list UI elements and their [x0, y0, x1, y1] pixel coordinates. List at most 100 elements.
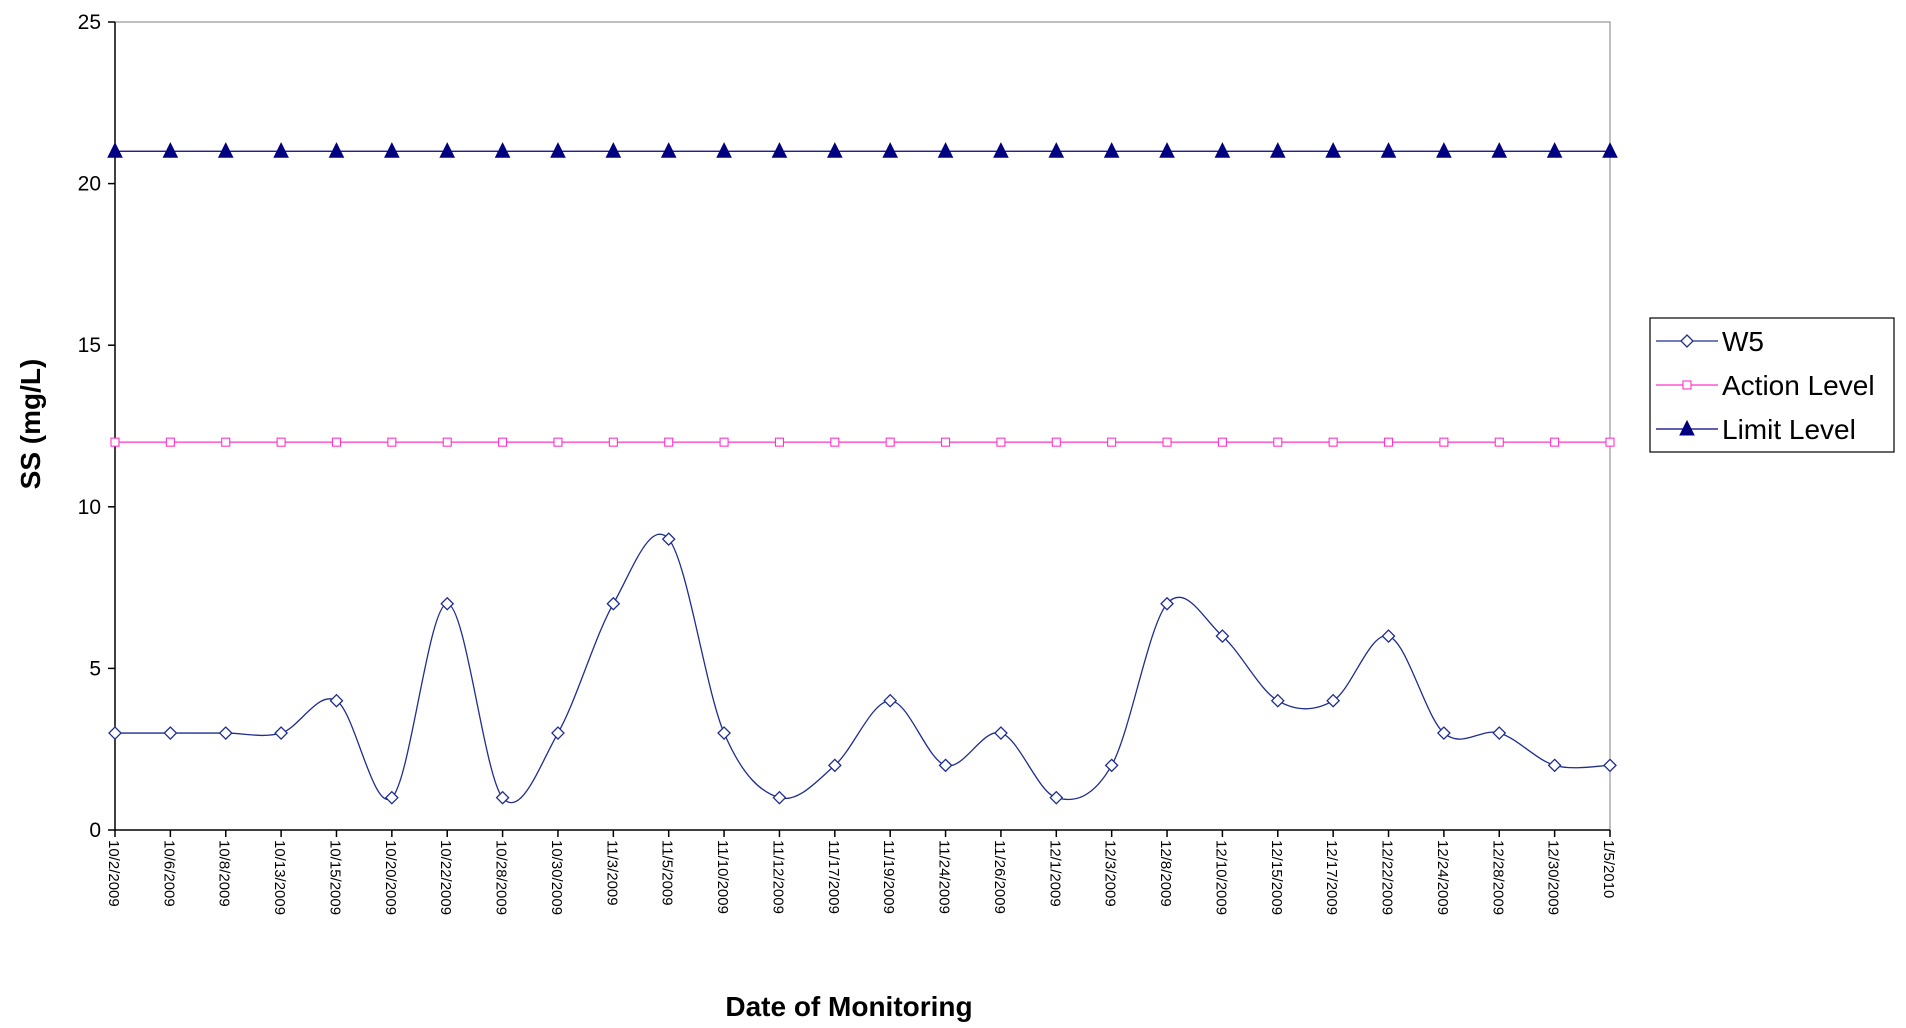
data-point-action-level: [1605, 437, 1615, 447]
data-point-w5: [1492, 726, 1507, 740]
data-point-action-level: [1439, 437, 1449, 447]
x-tick-label: 11/10/2009: [714, 840, 731, 914]
plot-border: [114, 21, 1611, 831]
x-tick-label: 10/6/2009: [160, 840, 177, 907]
data-point-w5: [274, 726, 289, 740]
series-layer: [107, 142, 1618, 805]
data-point-limit-level: [384, 142, 400, 158]
x-tick-label: 12/30/2009: [1545, 840, 1562, 915]
data-point-limit-level: [1103, 142, 1120, 158]
data-point-w5: [994, 726, 1008, 740]
data-point-w5: [329, 693, 344, 708]
series-limit-level: [107, 142, 1618, 158]
x-tick-label: 12/24/2009: [1434, 840, 1451, 915]
x-tick-label: 1/5/2010: [1600, 840, 1617, 898]
x-tick-label: 12/10/2009: [1212, 840, 1229, 915]
data-point-w5: [1436, 726, 1451, 740]
data-point-w5: [1049, 790, 1064, 805]
data-point-limit-level: [550, 142, 566, 158]
y-axis: 0 5 10 15 20 25: [78, 11, 115, 842]
x-tick-label: 11/26/2009: [991, 840, 1008, 914]
data-point-w5: [1381, 629, 1396, 643]
data-point-limit-level: [771, 142, 788, 158]
x-axis: 10/2/2009 10/6/2009 10/8/2009 10/13/2009 10/…: [105, 830, 1617, 915]
data-point-w5: [384, 790, 399, 805]
data-point-limit-level: [1602, 142, 1618, 158]
data-point-w5: [661, 532, 676, 547]
data-point-action-level: [608, 437, 618, 447]
data-point-limit-level: [827, 142, 843, 158]
data-point-w5: [938, 758, 953, 773]
x-tick-label: 11/5/2009: [659, 840, 676, 906]
data-point-limit-level: [1159, 142, 1175, 158]
data-point-w5: [440, 596, 455, 611]
data-point-w5: [163, 726, 178, 740]
y-tick-label: 0: [89, 819, 101, 842]
x-tick-label: 12/22/2009: [1379, 840, 1396, 915]
data-point-action-level: [387, 437, 397, 447]
data-point-action-level: [830, 437, 840, 447]
data-point-limit-level: [162, 142, 179, 158]
data-point-action-level: [553, 437, 563, 447]
x-tick-label: 12/28/2009: [1489, 840, 1506, 915]
y-tick-label: 15: [78, 334, 101, 357]
data-point-limit-level: [1214, 142, 1231, 158]
data-point-limit-level: [1436, 142, 1452, 158]
x-tick-label: 10/22/2009: [437, 840, 454, 915]
x-tick-label: 10/20/2009: [382, 840, 399, 915]
x-tick-label: 10/13/2009: [271, 840, 288, 915]
data-point-limit-level: [328, 142, 345, 158]
data-point-action-level: [1494, 437, 1504, 447]
data-point-limit-level: [1546, 142, 1563, 158]
data-point-action-level: [1328, 437, 1338, 447]
data-point-action-level: [1217, 437, 1227, 447]
data-point-limit-level: [882, 142, 898, 158]
data-point-w5: [717, 726, 731, 740]
data-point-action-level: [1273, 437, 1283, 447]
data-point-w5: [218, 726, 233, 740]
legend: W5 Action Level Limit Level: [1649, 317, 1895, 453]
data-point-action-level: [276, 437, 286, 447]
data-point-action-level: [664, 437, 674, 447]
data-point-action-level: [165, 437, 175, 447]
data-point-limit-level: [1269, 142, 1286, 158]
data-point-action-level: [1051, 437, 1061, 447]
x-tick-label: 10/15/2009: [326, 840, 343, 915]
data-point-w5: [1104, 758, 1119, 773]
x-tick-label: 12/8/2009: [1157, 840, 1174, 907]
x-tick-label: 11/24/2009: [936, 840, 953, 914]
legend-marker-w5: [1680, 334, 1694, 348]
x-tick-label: 11/3/2009: [603, 840, 620, 906]
plot-area: [114, 21, 1611, 831]
series-w5: [108, 532, 1617, 805]
x-tick-label: 12/1/2009: [1046, 840, 1063, 907]
data-point-w5: [551, 726, 565, 740]
y-tick-label: 10: [78, 496, 101, 519]
data-point-limit-level: [660, 142, 677, 158]
data-point-w5: [495, 790, 510, 805]
data-point-limit-level: [1048, 142, 1065, 158]
legend-marker-limit-level: [1679, 419, 1695, 436]
x-tick-label: 10/2/2009: [105, 840, 122, 907]
data-point-limit-level: [1325, 142, 1341, 158]
data-point-action-level: [1550, 437, 1560, 447]
data-point-action-level: [1162, 437, 1172, 447]
data-point-limit-level: [439, 142, 456, 158]
x-tick-label: 11/17/2009: [825, 840, 842, 914]
legend-label-w5: W5: [1722, 326, 1764, 357]
legend-label-action-level: Action Level: [1722, 370, 1875, 401]
legend-marker-action-level: [1682, 380, 1692, 390]
data-point-limit-level: [1491, 142, 1508, 158]
x-tick-label: 11/19/2009: [880, 840, 897, 914]
y-axis-title: SS (mg/L): [15, 359, 46, 490]
data-point-limit-level: [217, 142, 234, 158]
legend-label-limit-level: Limit Level: [1722, 414, 1856, 445]
x-tick-label: 12/15/2009: [1268, 840, 1285, 915]
series-action-level: [110, 437, 1615, 447]
data-point-action-level: [1383, 437, 1394, 447]
data-point-w5: [1547, 758, 1562, 773]
data-point-limit-level: [937, 142, 954, 158]
x-tick-label: 11/12/2009: [769, 840, 786, 914]
data-point-w5: [108, 726, 122, 740]
